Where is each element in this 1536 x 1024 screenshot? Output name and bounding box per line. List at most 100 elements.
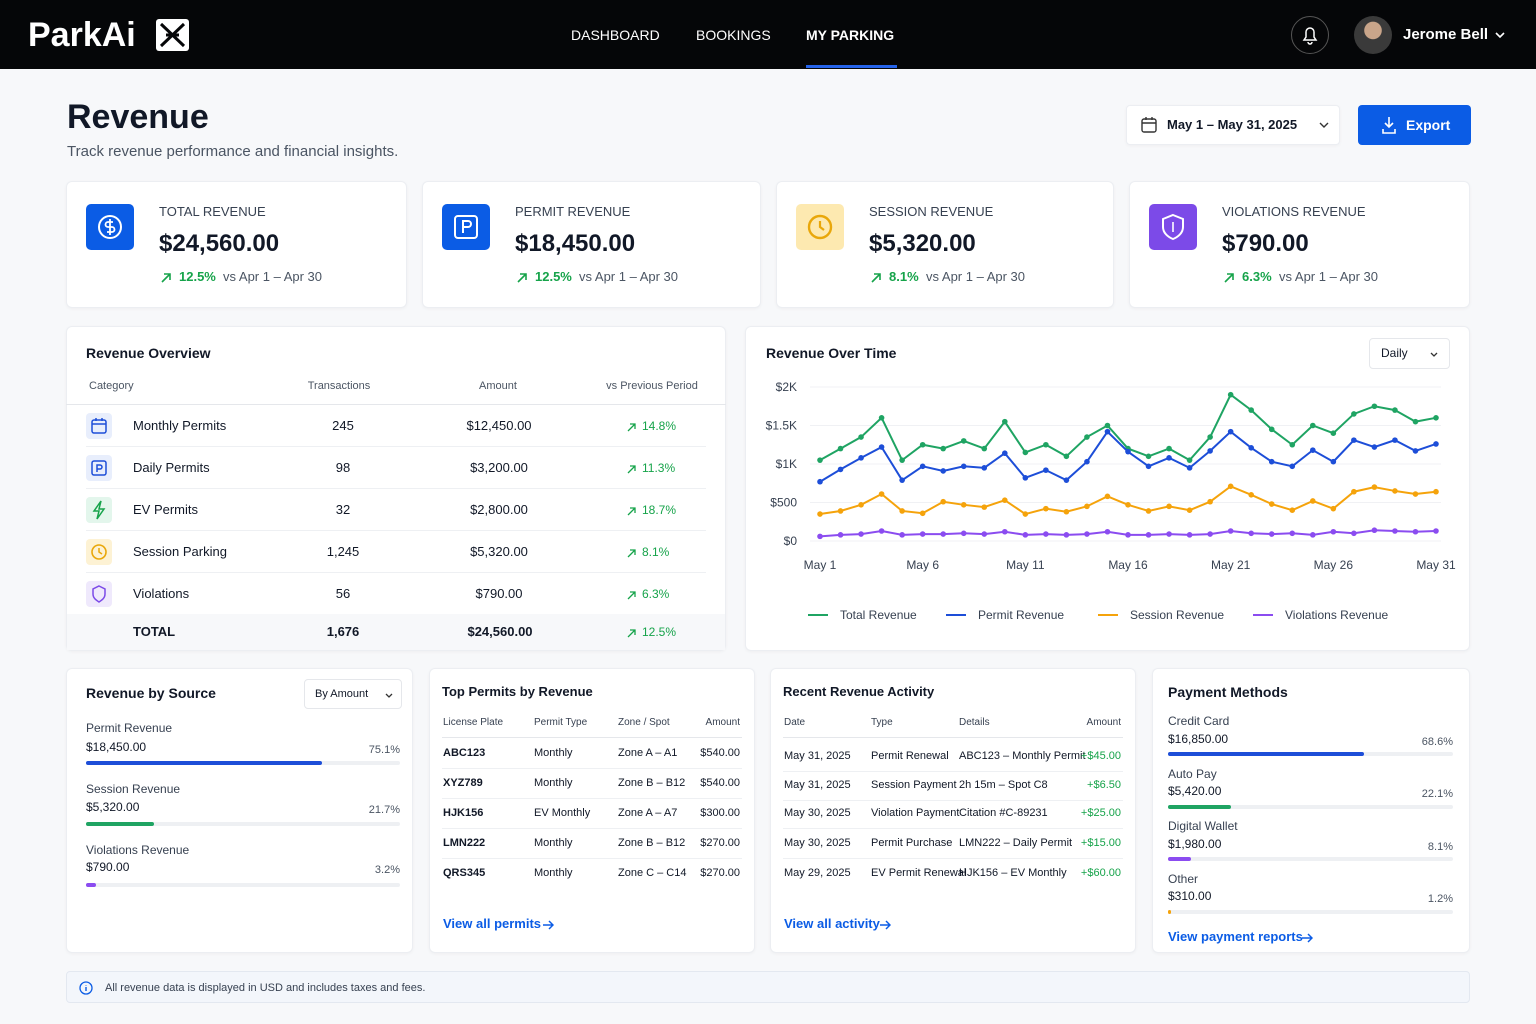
info-glyph: [79, 981, 93, 995]
legend-label: Total Revenue: [840, 608, 917, 622]
y-tick-label: $2K: [776, 380, 797, 394]
cell: May 31, 2025: [784, 750, 851, 762]
trend-arrow: [626, 626, 638, 638]
column-header: Amount: [705, 717, 740, 728]
data-point: [1022, 511, 1029, 517]
data-point: [1104, 422, 1111, 429]
user-chevron[interactable]: [1494, 28, 1506, 40]
data-point: [1330, 430, 1337, 436]
data-point: [1268, 458, 1275, 465]
data-point: [1330, 458, 1337, 465]
nav-item[interactable]: MY PARKING: [806, 27, 895, 43]
avatar[interactable]: [1354, 16, 1392, 54]
row-rule: [783, 828, 1123, 829]
item-label: Other: [1168, 872, 1199, 887]
data-point: [899, 477, 905, 483]
cell: $300.00: [700, 807, 740, 819]
activity-panel: [770, 668, 1136, 953]
row-rule: [442, 858, 742, 859]
cell: Zone A – A7: [618, 807, 678, 819]
x-tick-label: May 11: [1006, 558, 1045, 572]
cell: QRS345: [443, 867, 486, 879]
data-point: [817, 478, 823, 485]
data-point: [1145, 453, 1152, 460]
change: 18.7%: [642, 503, 677, 517]
data-point: [1043, 505, 1049, 512]
cell: HJK156: [443, 807, 484, 819]
data-point: [1412, 418, 1419, 425]
cell: +$60.00: [1080, 867, 1121, 879]
source-panel: [66, 668, 413, 953]
arrow-icon: [627, 549, 636, 558]
cell: May 31, 2025: [784, 779, 851, 791]
sort-select[interactable]: [304, 679, 402, 709]
data-point: [858, 531, 864, 537]
category-icon: [86, 413, 112, 439]
kpi-value: $18,450.00: [515, 230, 636, 257]
bell-button[interactable]: [1291, 16, 1329, 54]
column-header: Permit Type: [534, 717, 588, 728]
series-line: [819, 430, 1437, 483]
share-bar: [86, 822, 155, 826]
row-rule: [442, 828, 742, 829]
nav-item[interactable]: BOOKINGS: [696, 27, 771, 43]
row-rule: [442, 798, 742, 799]
kpi-icon-glyph: [807, 214, 833, 240]
data-point: [837, 466, 844, 473]
export-button[interactable]: [1358, 105, 1471, 145]
nav-underline: [806, 65, 897, 68]
bar-track: [86, 883, 400, 887]
data-point: [878, 444, 885, 450]
data-point: [1125, 448, 1131, 455]
link[interactable]: View all activity: [784, 916, 880, 931]
legend-label: Violations Revenue: [1285, 608, 1389, 622]
share-bar: [1168, 804, 1231, 809]
category-glyph: [91, 544, 107, 560]
row-rule: [86, 530, 706, 531]
y-tick-label: $500: [770, 496, 797, 510]
bell-icon: [1302, 27, 1318, 45]
kpi-card: [66, 181, 407, 308]
data-point: [1310, 422, 1316, 429]
item-label: Violations Revenue: [86, 843, 190, 857]
nav-item[interactable]: DASHBOARD: [571, 27, 660, 43]
cell: Monthly: [534, 837, 573, 849]
period-label[interactable]: Daily: [1381, 346, 1408, 360]
category-name: Daily Permits: [133, 460, 210, 475]
date-picker[interactable]: [1126, 105, 1340, 145]
series-line: [819, 485, 1437, 516]
cell: Permit Renewal: [871, 750, 949, 762]
data-point: [878, 528, 885, 534]
kpi-change: 8.1%: [889, 269, 919, 284]
export-label[interactable]: Export: [1406, 117, 1451, 133]
data-point: [1351, 530, 1357, 537]
cell: HJK156 – EV Monthly: [959, 867, 1067, 879]
user-name[interactable]: Jerome Bell: [1403, 26, 1489, 43]
item-amount: $18,450.00: [86, 740, 147, 754]
data-point: [1043, 467, 1049, 473]
sort-label[interactable]: By Amount: [315, 688, 369, 700]
data-point: [858, 434, 864, 440]
link[interactable]: View all permits: [443, 916, 542, 931]
amount: $3,200.00: [470, 460, 528, 475]
link-arrow: [1301, 931, 1314, 943]
link[interactable]: View payment reports: [1168, 929, 1303, 944]
data-point: [1227, 483, 1234, 490]
item-amount: $5,420.00: [1168, 784, 1222, 799]
data-point: [1433, 415, 1439, 421]
data-point: [1166, 445, 1172, 452]
data-point: [1145, 463, 1152, 470]
kpi-value: $24,560.00: [159, 230, 280, 257]
data-point: [1433, 528, 1439, 534]
data-point: [1063, 532, 1070, 538]
data-point: [1104, 528, 1111, 535]
data-point: [1022, 532, 1029, 538]
change: 11.3%: [642, 461, 676, 475]
cell: Zone A – A1: [618, 747, 678, 759]
amount: $2,800.00: [470, 502, 528, 517]
data-point: [960, 438, 967, 444]
data-point: [1310, 447, 1316, 453]
data-point: [1125, 532, 1131, 538]
total-amount: $24,560.00: [467, 624, 533, 639]
